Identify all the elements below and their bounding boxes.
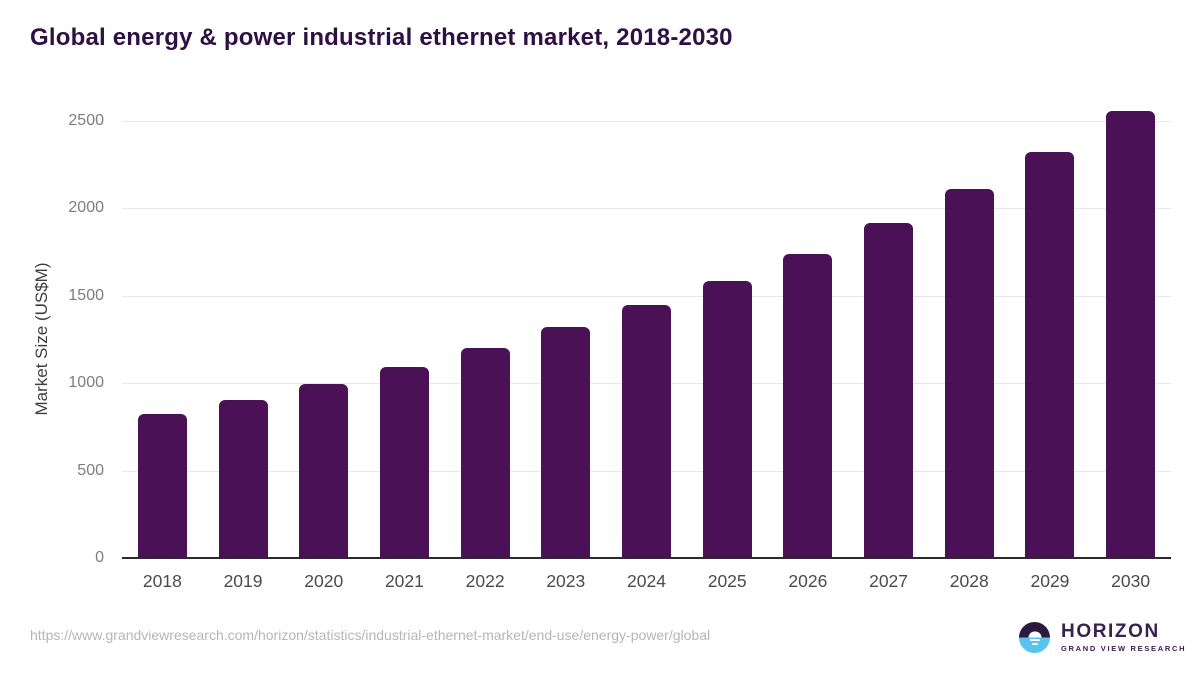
x-tick-label-2020: 2020 [304, 571, 344, 591]
bar-2019 [218, 399, 268, 558]
bar-2029 [1025, 152, 1075, 558]
bar-2024 [622, 304, 671, 558]
x-tick-label-2024: 2024 [627, 571, 666, 591]
chart-title: Global energy & power industrial etherne… [30, 24, 733, 51]
y-tick-label-0: 0 [95, 549, 104, 566]
y-gridline-1500 [122, 295, 1171, 297]
bar-2022 [460, 348, 510, 558]
x-tick-label-2022: 2022 [465, 571, 505, 591]
x-tick-label-2028: 2028 [949, 571, 989, 591]
y-tick-label-500: 500 [77, 461, 104, 479]
logo-subtitle: GRAND VIEW RESEARCH [1061, 644, 1187, 653]
bar-2021 [379, 367, 429, 558]
bar-2026 [783, 253, 833, 558]
x-tick-label-2019: 2019 [223, 571, 263, 591]
x-tick-label-2025: 2025 [707, 571, 747, 591]
x-tick-label-2030: 2030 [1111, 571, 1151, 591]
x-tick-label-2027: 2027 [869, 571, 909, 591]
ripple-icon [1031, 642, 1038, 645]
x-axis-line [122, 557, 1171, 559]
x-tick-label-2021: 2021 [384, 571, 424, 591]
y-tick-label-1500: 1500 [68, 286, 104, 304]
logo-brand: HORIZON [1061, 621, 1160, 642]
horizon-logo-icon [1019, 622, 1050, 653]
bar-2028 [944, 189, 994, 558]
x-tick-label-2026: 2026 [788, 571, 828, 591]
y-tick-label-1000: 1000 [68, 374, 104, 392]
bar-2018 [137, 413, 187, 558]
x-tick-label-2018: 2018 [142, 571, 182, 591]
bar-2025 [702, 280, 752, 558]
bar-2030 [1106, 111, 1156, 558]
y-tick-label-2500: 2500 [68, 112, 104, 129]
plot-area: 0 500 1000 1500 2000 2500 2018 2019 2020 2021 2022… [68, 111, 1171, 591]
x-tick-label-2029: 2029 [1030, 571, 1070, 591]
sun-icon [1028, 631, 1041, 638]
bar-2027 [864, 223, 914, 558]
ripple-icon [1029, 639, 1040, 641]
horizon-logo: HORIZON GRAND VIEW RESEARCH [1019, 622, 1186, 653]
source-url: https://www.grandviewresearch.com/horizo… [30, 627, 711, 643]
logo-text: HORIZON GRAND VIEW RESEARCH [1061, 622, 1186, 653]
y-tick-label-2000: 2000 [68, 199, 104, 217]
y-gridline-2000 [122, 208, 1171, 210]
y-gridline-2500 [122, 121, 1171, 122]
x-tick-label-2023: 2023 [546, 571, 586, 591]
bar-2023 [541, 327, 591, 558]
bar-2020 [299, 384, 349, 558]
